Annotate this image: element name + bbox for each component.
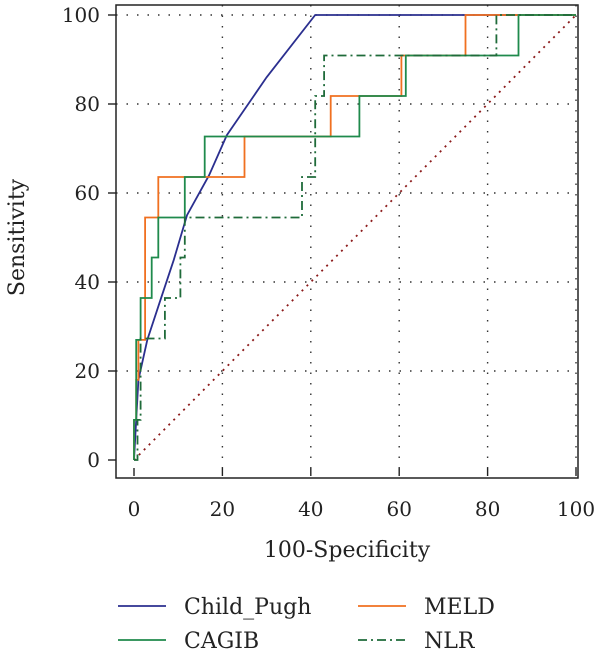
x-tick-label: 20	[210, 497, 235, 521]
x-axis-title: 100-Specificity	[264, 538, 431, 563]
y-tick-label: 100	[62, 3, 100, 27]
x-tick-label: 60	[386, 497, 411, 521]
legend-label: Child_Pugh	[184, 595, 311, 620]
y-axis-title: Sensitivity	[5, 178, 30, 296]
y-tick-label: 40	[75, 270, 100, 294]
series-line-nlr	[134, 14, 576, 461]
legend-label: NLR	[424, 629, 476, 654]
x-tick-label: 80	[475, 497, 500, 521]
x-tick-label: 100	[557, 497, 595, 521]
legend: Child_Pugh MELD CAGIB NLR	[118, 595, 495, 654]
x-tick-label: 40	[298, 497, 323, 521]
plot-frame	[115, 4, 579, 479]
legend-label: MELD	[424, 595, 495, 620]
y-tick-label: 80	[75, 92, 100, 116]
reference-diagonal	[133, 14, 577, 461]
x-axis: 0 20 40 60 80 100	[128, 468, 595, 521]
legend-label: CAGIB	[184, 629, 259, 654]
y-axis: 0 20 40 60 80 100	[62, 3, 116, 472]
series-lines	[133, 14, 576, 461]
y-tick-label: 20	[75, 359, 100, 383]
x-tick-label: 0	[128, 497, 141, 521]
series-line-child-pugh	[133, 14, 576, 461]
y-tick-label: 60	[75, 181, 100, 205]
y-tick-label: 0	[87, 448, 100, 472]
